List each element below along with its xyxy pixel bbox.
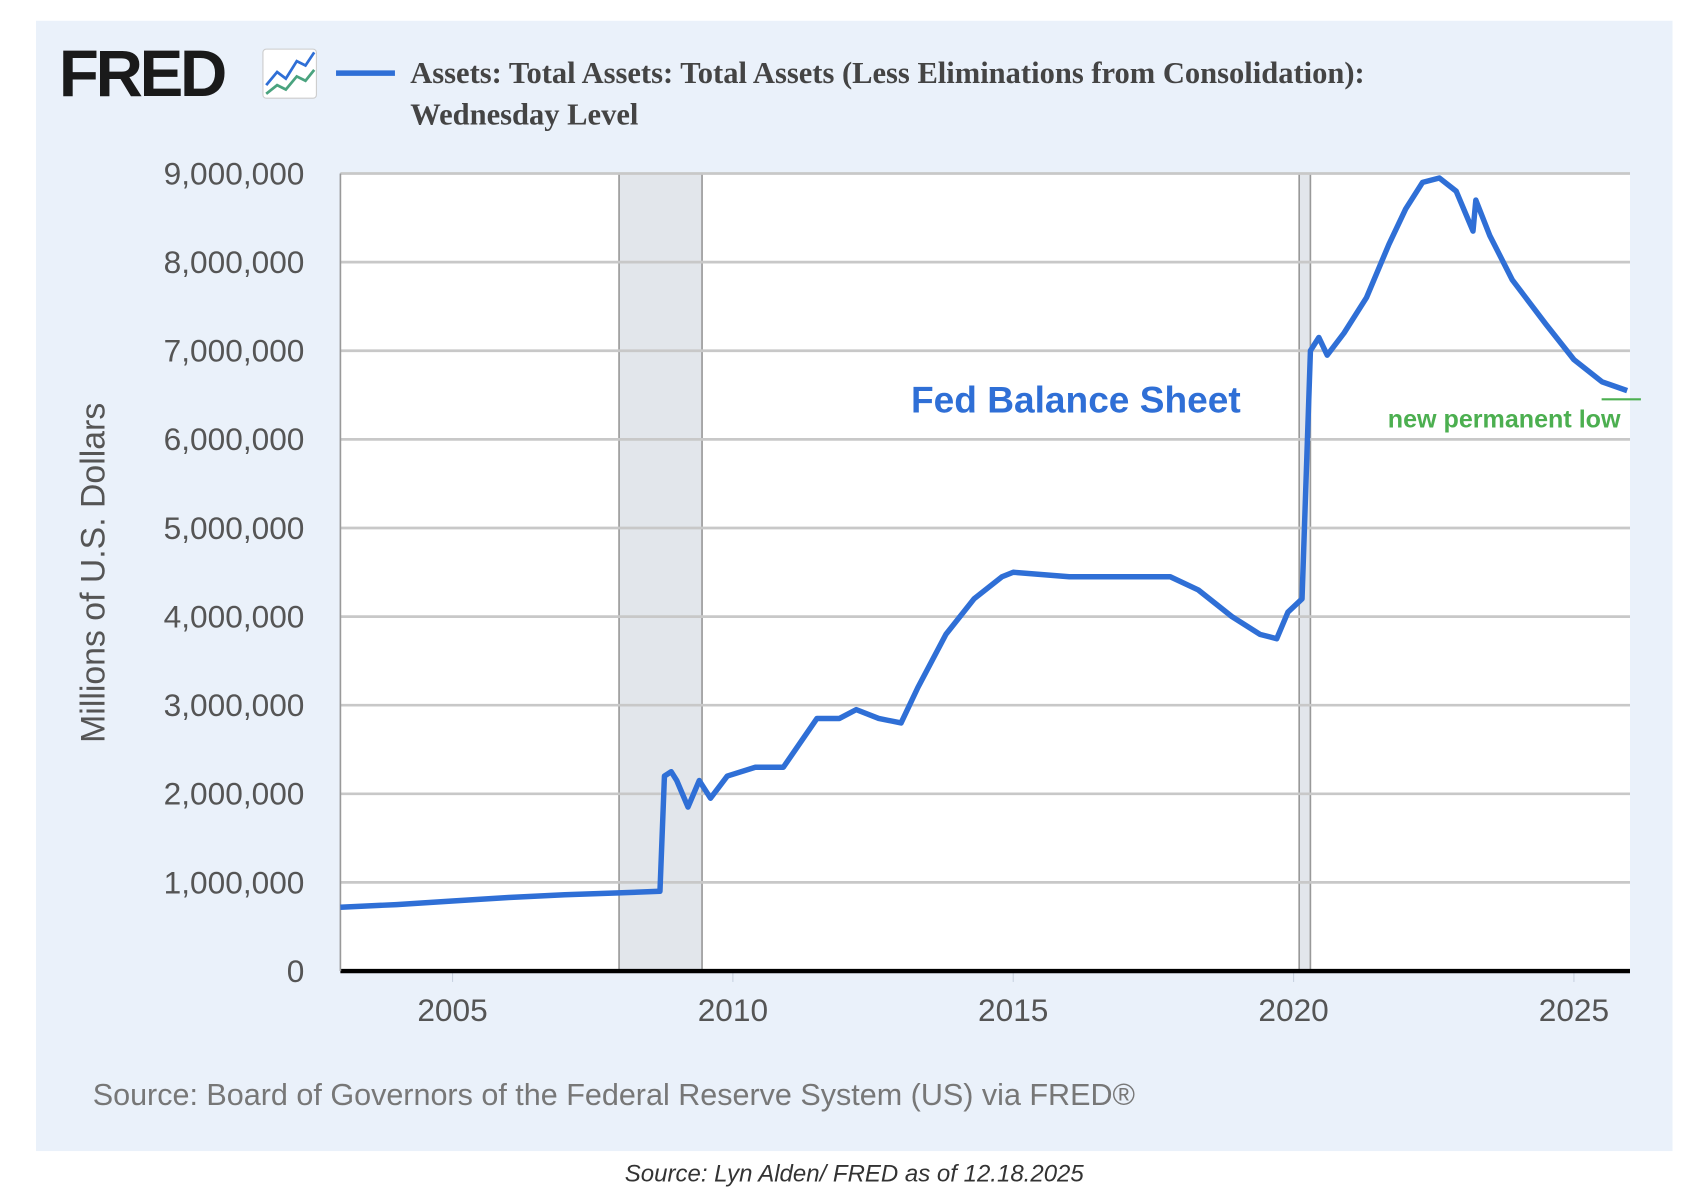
chart-title-line-2: Wednesday Level xyxy=(410,97,638,131)
y-tick-label: 7,000,000 xyxy=(164,333,305,369)
y-tick-label: 0 xyxy=(287,953,305,989)
y-tick-label: 9,000,000 xyxy=(164,155,305,191)
y-tick-label: 5,000,000 xyxy=(164,510,305,546)
y-tick-label: 3,000,000 xyxy=(164,687,305,723)
series-line-total-assets xyxy=(340,175,1629,910)
caption: Source: Lyn Alden/ FRED as of 12.18.2025 xyxy=(625,1161,1085,1188)
chart-title-line-1: Assets: Total Assets: Total Assets (Less… xyxy=(410,56,1365,90)
annotation-fed-balance-sheet: Fed Balance Sheet xyxy=(911,378,1241,420)
annotation-new-permanent-low: new permanent low xyxy=(1388,406,1621,434)
x-tick-label: 2025 xyxy=(1539,992,1609,1028)
chart-source: Source: Board of Governors of the Federa… xyxy=(93,1078,1136,1112)
x-tick-label: 2010 xyxy=(698,992,768,1028)
y-tick-label: 6,000,000 xyxy=(164,421,305,457)
plot-area xyxy=(340,173,1630,972)
x-tick-label: 2020 xyxy=(1258,992,1328,1028)
y-axis-label: Millions of U.S. Dollars xyxy=(75,403,113,743)
x-tick-label: 2005 xyxy=(417,992,487,1028)
fred-logo: FRED xyxy=(59,37,225,110)
y-tick-label: 1,000,000 xyxy=(164,864,305,900)
y-tick-label: 8,000,000 xyxy=(164,244,305,280)
y-tick-label: 2,000,000 xyxy=(164,776,305,812)
x-tick-label: 2015 xyxy=(978,992,1048,1028)
y-tick-label: 4,000,000 xyxy=(164,598,305,634)
line-chart-icon xyxy=(262,48,317,99)
